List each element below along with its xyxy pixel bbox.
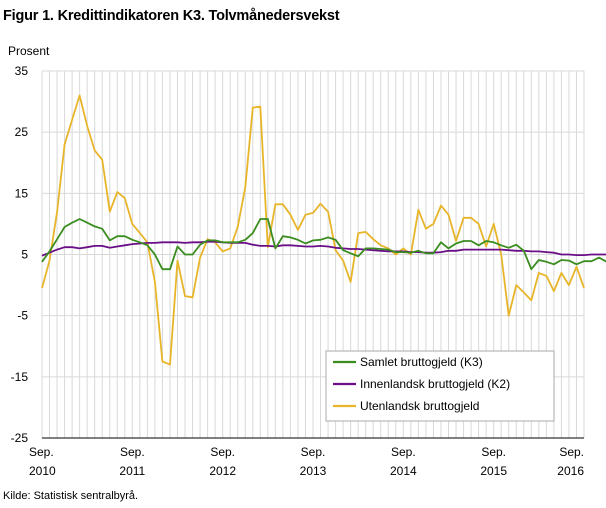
x-tick-month: Sep.: [481, 445, 506, 459]
y-tick-labels: 35 25 15 5 -5 -15 -25: [11, 64, 29, 445]
legend: Samlet bruttogjeld (K3) Innenlandsk brut…: [325, 350, 555, 422]
x-tick-month: Sep.: [559, 445, 584, 459]
x-tick-year: 2011: [119, 464, 145, 478]
legend-label-k2: Innenlandsk bruttogjeld (K2): [360, 377, 510, 391]
y-tick-label: 15: [15, 186, 29, 200]
y-tick-label: 25: [15, 125, 29, 139]
series-line-0: [41, 218, 606, 271]
y-tick-label: 35: [15, 64, 29, 78]
y-tick-label: -15: [11, 370, 29, 384]
x-tick-month: Sep.: [120, 445, 145, 459]
x-tick-month: Sep.: [210, 445, 235, 459]
x-tick-month: Sep.: [301, 445, 326, 459]
source-note: Kilde: Statistisk sentralbyrå.: [3, 490, 139, 502]
series-lines: [41, 94, 606, 366]
x-tick-year: 2014: [390, 464, 417, 478]
chart-title: Figur 1. Kredittindikatoren K3. Tolvmåne…: [3, 8, 340, 24]
x-tick-year: 2016: [557, 464, 584, 478]
series-line-1: [41, 240, 606, 257]
y-tick-label: -5: [17, 309, 28, 323]
x-tick-labels: Sep. 2010 Sep. 2011 Sep. 2012 Sep. 2013 Sep. 2014…: [29, 445, 584, 478]
series-line-2: [41, 94, 585, 366]
x-tick-year: 2013: [300, 464, 327, 478]
x-tick-year: 2015: [480, 464, 507, 478]
x-tick-year: 2012: [209, 464, 236, 478]
y-axis-label: Prosent: [8, 44, 50, 58]
legend-label-utenlandsk: Utenlandsk bruttogjeld: [360, 399, 479, 413]
legend-box: [325, 350, 555, 422]
x-tick-month: Sep.: [391, 445, 416, 459]
x-tick-month: Sep.: [29, 445, 54, 459]
y-tick-label: -25: [11, 431, 29, 445]
x-tick-year: 2010: [29, 464, 56, 478]
y-tick-label: 5: [21, 248, 28, 262]
legend-label-k3: Samlet bruttogjeld (K3): [360, 355, 483, 369]
